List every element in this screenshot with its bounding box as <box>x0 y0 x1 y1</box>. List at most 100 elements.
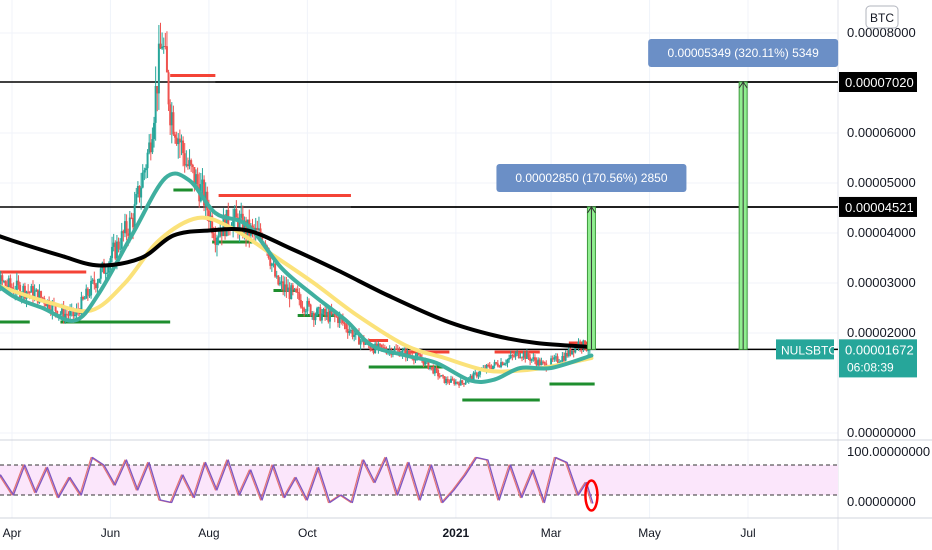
candle-body <box>372 350 375 353</box>
candle-body <box>51 302 54 313</box>
candle-body <box>427 360 430 369</box>
candle-body <box>490 367 493 370</box>
candle-body <box>4 281 7 286</box>
time-tick-label: Jun <box>101 526 120 540</box>
currency-badge-label: BTC <box>870 11 894 25</box>
moving-averages <box>0 171 594 384</box>
candle-body <box>382 347 385 349</box>
candle-body <box>477 374 480 377</box>
time-tick-label: Mar <box>541 526 562 540</box>
candle-body <box>167 72 170 105</box>
currency-badge[interactable]: BTC <box>865 5 899 29</box>
time-tick-label: May <box>638 526 661 540</box>
candle-body <box>41 297 44 299</box>
candle-body <box>540 361 543 366</box>
candle-body <box>136 186 139 194</box>
candle-body <box>117 241 120 249</box>
candle-body <box>282 281 285 291</box>
candle-body <box>441 375 444 377</box>
candle-body <box>450 378 453 383</box>
candle-body <box>15 280 18 293</box>
candle-body <box>341 318 344 323</box>
candle-body <box>558 362 561 364</box>
symbol-name-box <box>776 339 834 360</box>
candle-body <box>182 140 185 154</box>
candle-body <box>149 142 152 153</box>
candle-body <box>138 186 141 198</box>
candle-body <box>283 284 286 291</box>
candle-body <box>395 348 398 350</box>
candle-body <box>61 307 64 314</box>
candle-body <box>472 372 475 380</box>
candle-body <box>288 287 291 300</box>
candle-body <box>303 308 306 312</box>
candle-body <box>7 278 10 288</box>
measurement-tools[interactable]: 0.00002850 (170.56%) 2850 0.00005349 (320… <box>496 39 839 350</box>
bar-countdown-label: 06:08:39 <box>847 360 894 374</box>
candle-body <box>327 311 330 322</box>
candle-body <box>193 167 196 185</box>
candle-body <box>459 380 462 386</box>
candle-body <box>240 213 243 218</box>
candle-body <box>130 217 133 219</box>
candle-body <box>324 309 327 316</box>
rsi-pane <box>0 456 838 512</box>
candle-body <box>107 263 110 273</box>
candle-body <box>6 285 9 288</box>
price-scale[interactable]: 0.00008000 0.00006000 0.00005000 0.00004000… <box>776 25 930 509</box>
candle-body <box>456 381 459 384</box>
candle-body <box>82 296 85 299</box>
candle-body <box>148 142 151 153</box>
candle-body <box>587 350 590 352</box>
candle-body <box>542 361 545 363</box>
candle-body <box>561 356 564 362</box>
rsi-line <box>0 456 594 504</box>
candle-body <box>461 380 464 384</box>
symbol-price-box <box>839 339 917 378</box>
candle-body <box>496 363 499 367</box>
candle-body <box>424 360 427 365</box>
candle-body <box>430 366 433 368</box>
candle-body <box>201 179 204 185</box>
candle-body <box>259 228 262 237</box>
candle-body <box>416 353 419 357</box>
price-tick-label: 0.00006000 <box>847 125 916 140</box>
candle-body <box>537 359 540 366</box>
currency-badge-box <box>865 5 899 29</box>
candle-body <box>123 221 126 234</box>
measure-label-box <box>648 39 839 67</box>
candle-body <box>532 357 535 359</box>
candle-body <box>96 282 99 289</box>
candle-body <box>475 372 478 377</box>
candle-body <box>23 285 26 299</box>
candle-body <box>85 288 88 299</box>
price-tick-label: 0.00008000 <box>847 25 916 40</box>
candle-body <box>62 307 65 319</box>
candle-body <box>236 217 239 233</box>
candle-body <box>404 349 407 358</box>
candle-body <box>306 300 309 312</box>
candle-body <box>479 371 482 375</box>
candle-body <box>491 365 494 370</box>
time-scale[interactable]: Apr Jun Aug Oct 2021 Mar May Jul <box>3 526 756 540</box>
measure-label-box <box>496 163 687 192</box>
candle-body <box>27 291 30 293</box>
candle-body <box>296 291 299 293</box>
candle-body <box>322 309 325 314</box>
candle-body <box>527 352 530 358</box>
candle-body <box>164 46 167 48</box>
candle-body <box>553 357 556 360</box>
candle-body <box>195 174 197 185</box>
candle-body <box>559 361 562 363</box>
candle-body <box>103 262 105 274</box>
candle-body <box>412 358 415 361</box>
price-tick-label: 0.00003000 <box>847 275 916 290</box>
candle-body <box>183 153 186 166</box>
candle-body <box>580 347 583 350</box>
candle-body <box>111 246 114 259</box>
candle-body <box>529 357 532 361</box>
candle-body <box>377 343 380 349</box>
candle-body <box>219 231 222 237</box>
candle-body <box>417 353 420 355</box>
